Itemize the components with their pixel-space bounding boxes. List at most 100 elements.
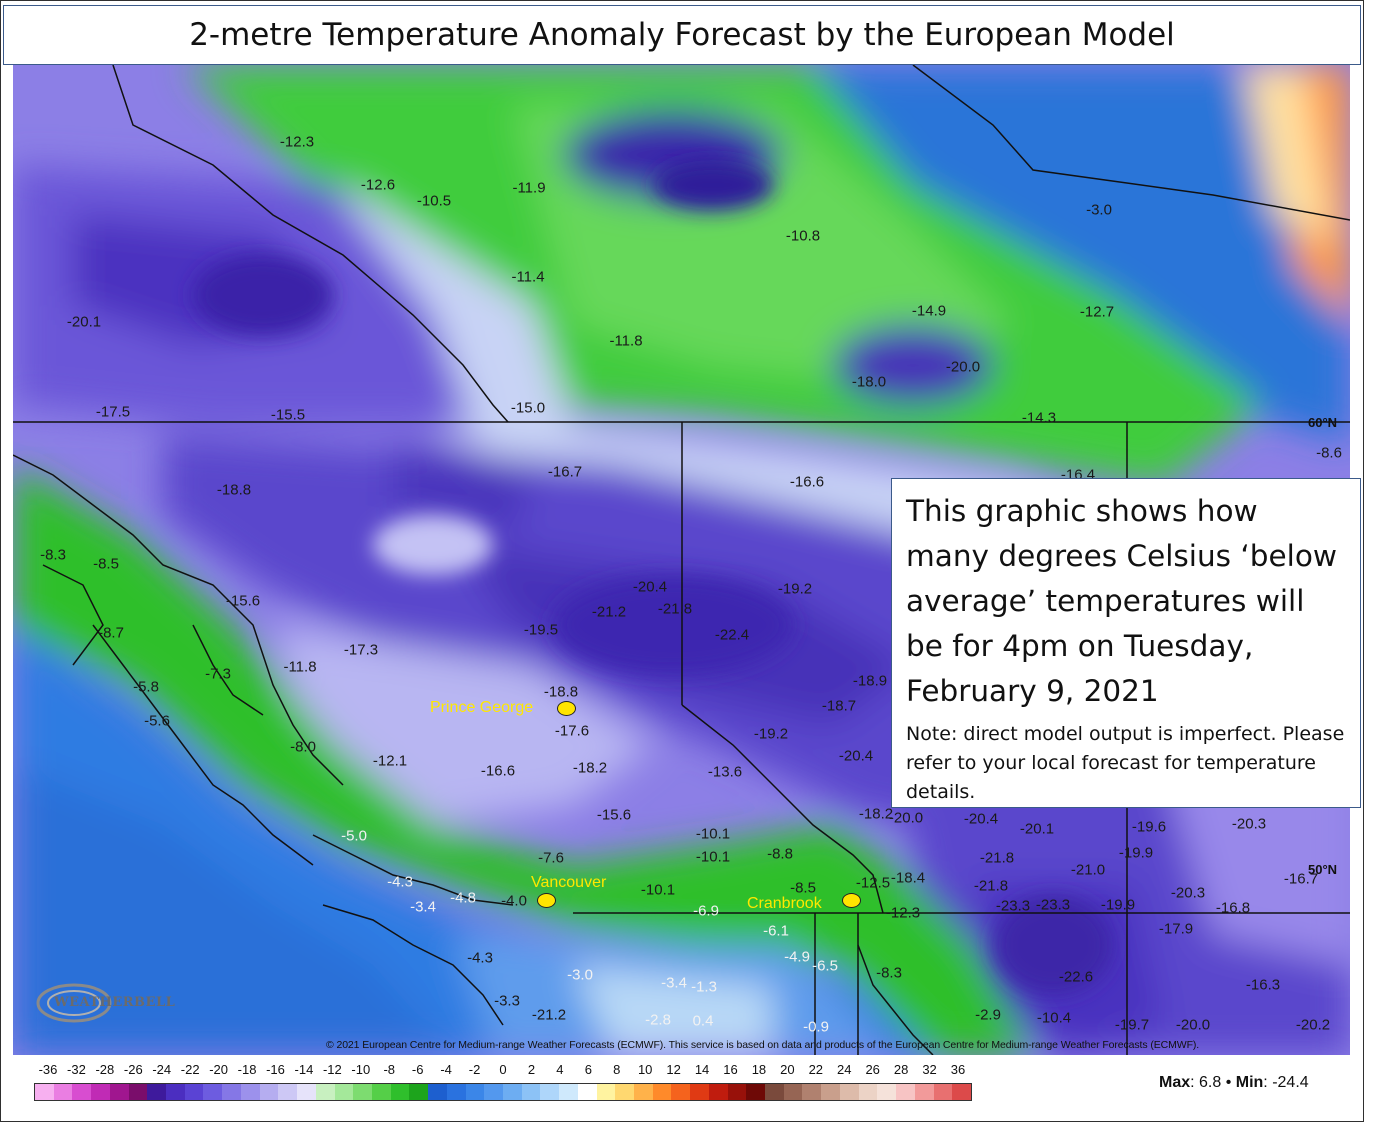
legend-swatch — [634, 1084, 653, 1100]
legend-swatch — [147, 1084, 167, 1100]
anomaly-value-label: -19.6 — [1131, 818, 1167, 836]
legend-tick-label: -4 — [440, 1062, 452, 1077]
legend-swatch — [559, 1084, 578, 1100]
anomaly-value-label: -15.6 — [225, 592, 261, 610]
anomaly-value-label: -15.5 — [270, 406, 306, 424]
legend-swatch — [839, 1084, 859, 1100]
anomaly-value-label: -19.2 — [777, 580, 813, 598]
anomaly-value-label: -23.3 — [995, 897, 1031, 915]
max-label: Max — [1159, 1074, 1191, 1091]
legend-tick-label: 10 — [637, 1062, 653, 1077]
anomaly-value-label: -8.7 — [98, 624, 124, 642]
legend-tick-label: -12 — [322, 1062, 342, 1077]
legend-swatch — [933, 1084, 953, 1100]
anomaly-value-label: -10.5 — [416, 192, 452, 210]
legend-tick-label: 8 — [613, 1062, 621, 1077]
anomaly-value-label: -16.3 — [1245, 976, 1281, 994]
legend-swatch — [802, 1084, 822, 1100]
legend-swatch — [53, 1084, 73, 1100]
anomaly-value-label: -3.0 — [1086, 201, 1112, 219]
anomaly-value-label: -4.9 — [784, 948, 810, 966]
anomaly-value-label: -15.6 — [596, 806, 632, 824]
anomaly-value-label: -8.3 — [40, 546, 66, 564]
legend-swatch — [278, 1084, 298, 1100]
anomaly-value-label: -20.0 — [945, 358, 981, 376]
anomaly-value-label: -20.1 — [66, 313, 102, 331]
anomaly-value-label: -21.8 — [973, 877, 1009, 895]
anomaly-value-label: -19.9 — [1100, 896, 1136, 914]
legend-swatch — [821, 1084, 840, 1100]
legend-swatch — [446, 1084, 466, 1100]
anomaly-value-label: -13.6 — [707, 763, 743, 781]
anomaly-value-label: -22.4 — [714, 626, 750, 644]
anomaly-value-label: -8.6 — [1316, 444, 1342, 462]
anomaly-value-label: -8.8 — [767, 845, 793, 863]
legend-color-bar — [34, 1083, 972, 1101]
anomaly-value-label: -21.8 — [979, 849, 1015, 867]
legend-tick-label: 2 — [527, 1062, 536, 1077]
anomaly-value-label: -18.4 — [890, 869, 926, 887]
anomaly-value-label: -15.0 — [510, 399, 546, 417]
anomaly-value-label: -19.5 — [523, 621, 559, 639]
anomaly-value-label: -17.9 — [1158, 920, 1194, 938]
legend-swatch — [708, 1084, 728, 1100]
legend-tick-label: 22 — [808, 1062, 824, 1077]
anomaly-value-label: -7.6 — [538, 849, 564, 867]
page-title: 2-metre Temperature Anomaly Forecast by … — [189, 17, 1175, 53]
legend-tick-label: -2 — [468, 1062, 481, 1077]
anomaly-value-label: -20.1 — [1019, 820, 1055, 838]
anomaly-value-label: -6.9 — [693, 902, 719, 920]
anomaly-value-label: -1.3 — [691, 978, 717, 996]
anomaly-value-label: -18.0 — [851, 373, 887, 391]
anomaly-value-label: -11.9 — [512, 179, 546, 197]
anomaly-value-label: -12.6 — [360, 176, 396, 194]
legend-swatch — [783, 1084, 803, 1100]
anomaly-value-label: -10.1 — [695, 848, 731, 866]
anomaly-value-label: -20.4 — [838, 747, 874, 765]
anomaly-value-label: -12.5 — [855, 874, 891, 892]
anomaly-value-label: -4.8 — [450, 889, 476, 907]
legend-swatch — [877, 1084, 897, 1100]
logo-text: WEATHERBELL — [54, 995, 176, 1010]
legend-swatch — [409, 1084, 429, 1100]
legend-tick-labels: -36 -32 -28 -26 -24 -22 -20 -18 -16 -14 -12 -10 -8 -6… — [34, 1062, 972, 1082]
legend-tick-label: -16 — [266, 1062, 285, 1077]
legend-tick-label: 28 — [893, 1062, 909, 1077]
anomaly-value-label: -20.2 — [1295, 1016, 1331, 1034]
legend-swatch — [222, 1084, 241, 1100]
anomaly-value-label: -18.2 — [572, 759, 608, 777]
city-label-cranbrook: Cranbrook — [747, 895, 822, 912]
anomaly-value-label: -16.8 — [1215, 899, 1251, 917]
legend-swatch — [203, 1084, 223, 1100]
legend-swatch — [540, 1084, 560, 1100]
legend-swatch — [858, 1084, 878, 1100]
legend-swatch — [128, 1084, 148, 1100]
legend-swatch — [521, 1084, 541, 1100]
legend-tick-label: -8 — [383, 1062, 396, 1077]
city-marker-prince-george — [557, 701, 576, 716]
legend-tick-label: 0 — [499, 1062, 507, 1077]
anomaly-value-label: -6.5 — [812, 957, 838, 975]
max-value: : 6.8 • — [1190, 1074, 1236, 1091]
anomaly-value-label: -5.0 — [341, 827, 367, 845]
explanation-box: This graphic shows how many degrees Cels… — [891, 478, 1361, 808]
legend-swatch — [72, 1084, 92, 1100]
title-box: 2-metre Temperature Anomaly Forecast by … — [3, 5, 1361, 65]
anomaly-value-label: -19.9 — [1118, 844, 1154, 862]
legend-tick-label: 4 — [556, 1062, 564, 1077]
anomaly-value-label: -20.0 — [1175, 1016, 1211, 1034]
anomaly-value-label: -17.5 — [95, 403, 131, 421]
legend-tick-label: -36 — [38, 1062, 58, 1077]
legend-swatch — [952, 1084, 971, 1100]
anomaly-value-label: -10.8 — [785, 227, 821, 245]
anomaly-value-label: -2.8 — [645, 1011, 671, 1029]
legend-swatch — [297, 1084, 316, 1100]
anomaly-value-label: -7.3 — [205, 665, 231, 683]
legend-tick-label: -18 — [237, 1062, 257, 1077]
anomaly-value-label: -21.0 — [1070, 861, 1106, 879]
anomaly-value-label: -21.2 — [591, 603, 627, 621]
anomaly-value-label: -17.6 — [554, 722, 590, 740]
anomaly-value-label: -16.7 — [1283, 870, 1319, 888]
legend-swatch — [671, 1084, 691, 1100]
legend-swatch — [596, 1084, 616, 1100]
